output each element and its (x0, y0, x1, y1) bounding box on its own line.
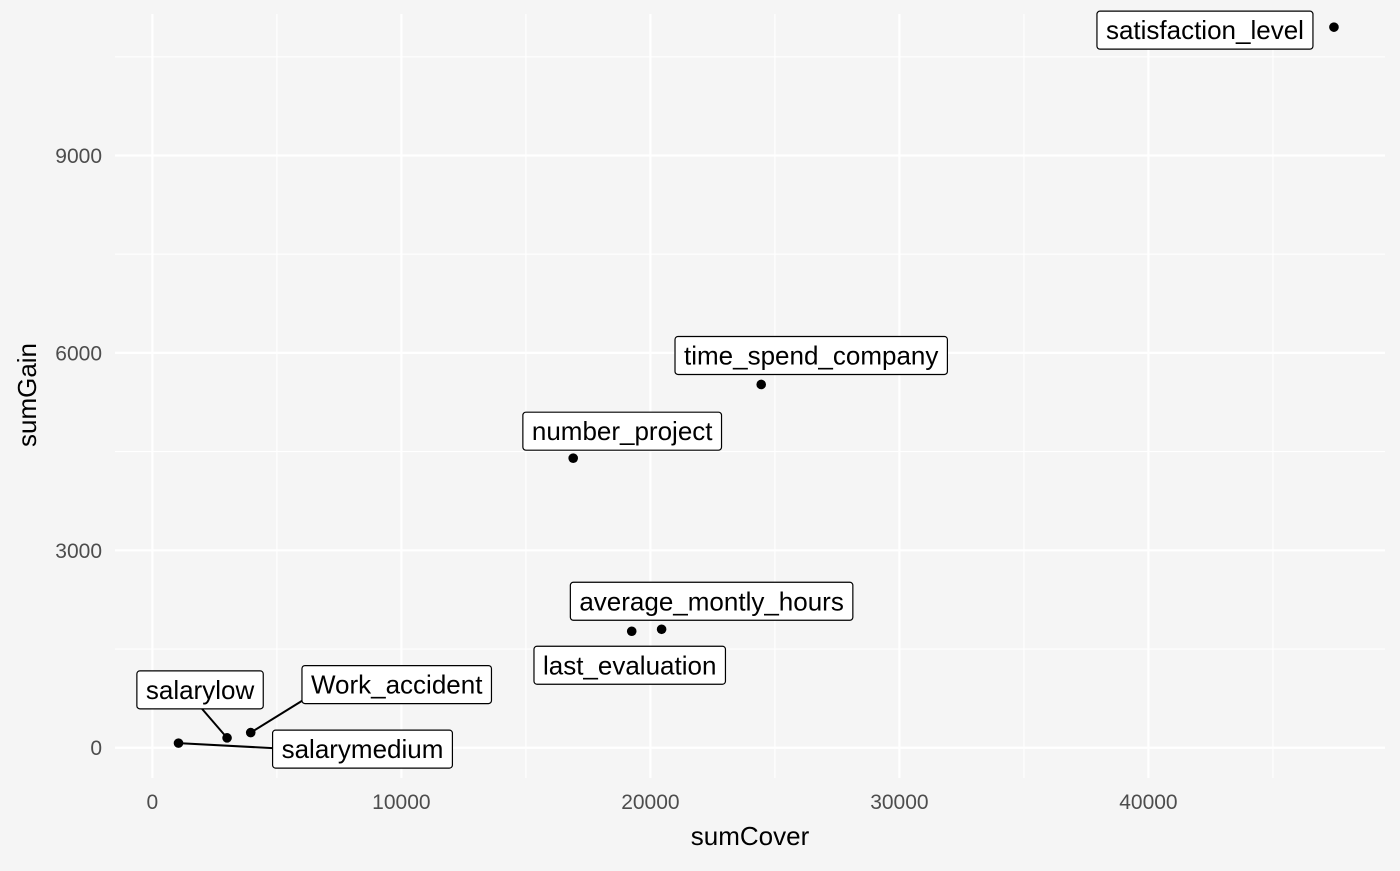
point-label-box (136, 670, 264, 710)
x-axis-title: sumCover (691, 821, 810, 851)
point-label-work-accident: Work_accident (301, 664, 493, 705)
x-tick-label: 10000 (372, 791, 430, 814)
leader-line-salarylow (201, 708, 228, 739)
point-label-average-montly-hours: average_montly_hours (569, 581, 854, 621)
point-label-box (301, 664, 493, 705)
point-label-text: salarylow (146, 675, 255, 705)
point-label-salarymedium: salarymedium (271, 729, 454, 769)
point-label-box (569, 581, 854, 621)
leader-line-salarymedium (178, 742, 273, 750)
point-label-box (533, 645, 727, 685)
y-tick-label: 6000 (55, 342, 102, 365)
point-layer (173, 22, 1339, 748)
leader-layer (178, 698, 305, 750)
data-point-last-evaluation (626, 626, 637, 637)
point-label-satisfaction-level: satisfaction_level (1096, 10, 1314, 50)
point-label-text: Work_accident (311, 670, 483, 700)
point-label-salarylow: salarylow (136, 670, 264, 710)
data-point-salarylow (222, 733, 232, 743)
point-label-text: salarymedium (282, 734, 444, 764)
point-label-time-spend-company: time_spend_company (674, 335, 949, 376)
x-tick-label: 0 (147, 791, 159, 814)
label-layer: satisfaction_level time_spend_companynumb… (136, 10, 1314, 769)
point-label-text: time_spend_company (684, 340, 938, 370)
data-point-satisfaction-level (1329, 22, 1339, 32)
y-tick-label: 3000 (55, 540, 102, 563)
grid-layer (115, 14, 1385, 778)
point-label-box (522, 411, 723, 451)
data-point-average-montly-hours (656, 624, 667, 635)
data-point-work-accident (245, 727, 256, 738)
data-point-time-spend-company (756, 379, 767, 390)
point-label-text: number_project (532, 416, 713, 446)
tick-layer: 0 10000 20000 30000 40000 0 3000 6000 9000 (55, 145, 1177, 814)
data-point-salarymedium (173, 738, 184, 748)
point-label-last-evaluation: last_evaluation (533, 645, 727, 685)
x-tick-label: 20000 (621, 791, 679, 814)
point-label-box (674, 335, 949, 376)
point-label-box (271, 729, 454, 769)
y-tick-label: 9000 (55, 145, 102, 168)
x-tick-label: 40000 (1119, 791, 1177, 814)
point-label-text: last_evaluation (543, 650, 716, 680)
leader-line-work-accident (250, 698, 305, 734)
point-label-box (1096, 10, 1314, 50)
x-tick-label: 30000 (870, 791, 928, 814)
point-label-text: average_montly_hours (579, 586, 844, 616)
point-label-text: satisfaction_level (1106, 15, 1304, 45)
point-label-number-project: number_project (522, 411, 723, 451)
y-tick-label: 0 (90, 737, 102, 760)
data-point-number-project (568, 453, 578, 463)
y-axis-title: sumGain (12, 343, 42, 447)
